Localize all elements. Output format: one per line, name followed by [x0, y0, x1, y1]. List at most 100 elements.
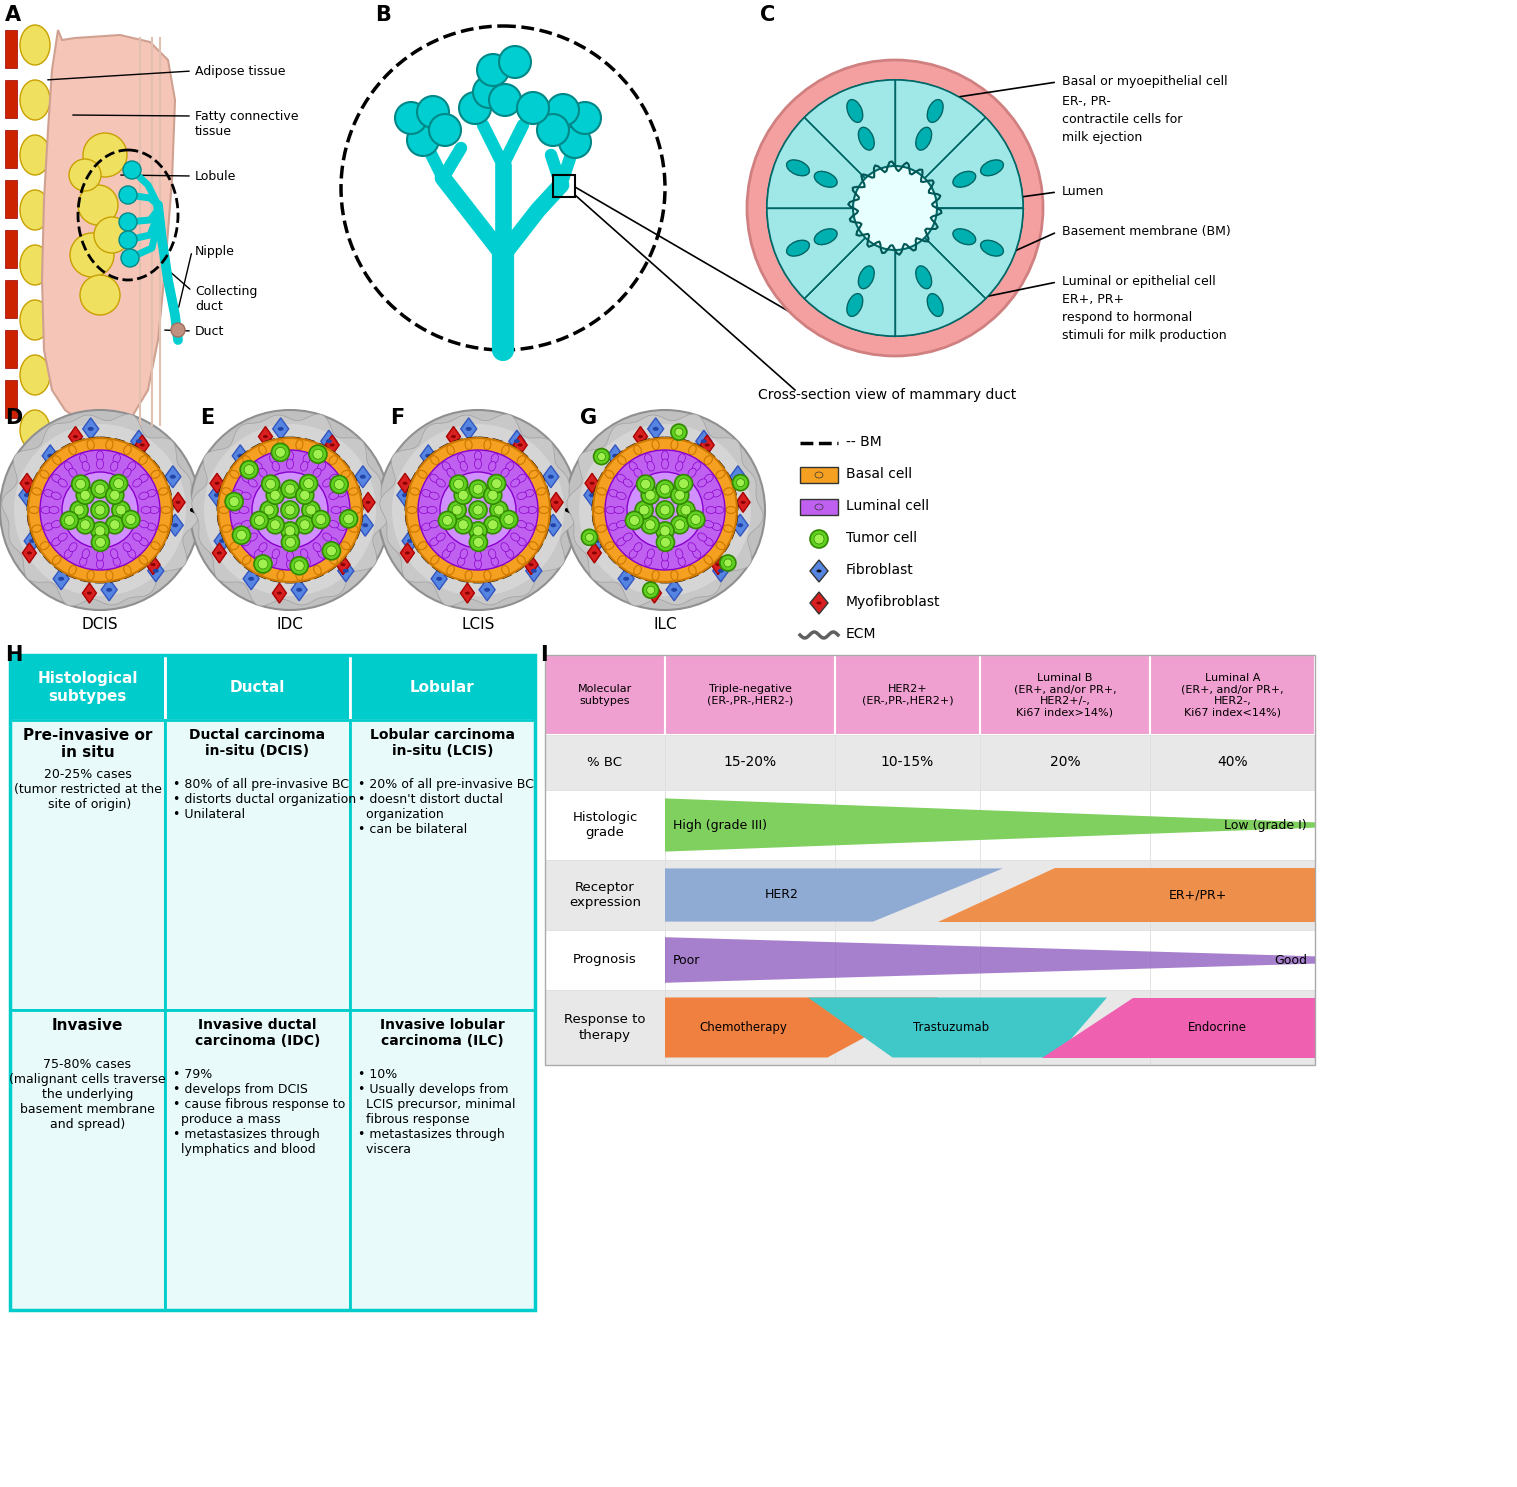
Ellipse shape — [645, 454, 652, 464]
Text: milk ejection: milk ejection — [1062, 131, 1142, 144]
Ellipse shape — [41, 507, 52, 513]
Ellipse shape — [816, 602, 822, 605]
Wedge shape — [804, 208, 895, 336]
Ellipse shape — [718, 570, 724, 572]
Polygon shape — [460, 583, 475, 604]
Circle shape — [83, 132, 127, 177]
Circle shape — [655, 480, 674, 498]
Circle shape — [70, 501, 88, 519]
Ellipse shape — [711, 489, 721, 497]
Ellipse shape — [149, 507, 159, 513]
Polygon shape — [171, 492, 185, 513]
Circle shape — [218, 439, 363, 581]
Ellipse shape — [278, 440, 284, 449]
Polygon shape — [83, 418, 99, 440]
Ellipse shape — [323, 479, 332, 488]
Ellipse shape — [737, 523, 743, 528]
Ellipse shape — [724, 488, 733, 495]
Circle shape — [637, 476, 655, 494]
Ellipse shape — [475, 451, 481, 461]
Circle shape — [126, 515, 137, 525]
Polygon shape — [130, 430, 147, 452]
Ellipse shape — [517, 492, 526, 500]
Ellipse shape — [596, 525, 607, 532]
Ellipse shape — [517, 556, 525, 564]
Ellipse shape — [29, 538, 35, 543]
Ellipse shape — [661, 552, 669, 561]
Ellipse shape — [329, 455, 337, 464]
Ellipse shape — [711, 523, 721, 531]
Polygon shape — [18, 485, 35, 506]
Ellipse shape — [617, 455, 627, 464]
Polygon shape — [167, 515, 184, 537]
Bar — [545, 929, 664, 990]
Circle shape — [70, 233, 114, 277]
Polygon shape — [810, 592, 828, 614]
Ellipse shape — [815, 229, 837, 245]
Circle shape — [285, 506, 294, 515]
Circle shape — [675, 491, 684, 500]
Polygon shape — [589, 529, 605, 552]
Circle shape — [643, 583, 658, 598]
Bar — [834, 654, 980, 735]
Bar — [980, 859, 1150, 929]
Ellipse shape — [488, 549, 496, 559]
Circle shape — [671, 486, 689, 504]
Circle shape — [473, 537, 484, 547]
Text: Duct: Duct — [196, 326, 225, 338]
Ellipse shape — [363, 523, 369, 528]
Ellipse shape — [106, 587, 112, 592]
Circle shape — [96, 537, 106, 547]
Circle shape — [109, 474, 127, 492]
Ellipse shape — [605, 507, 616, 513]
Circle shape — [296, 486, 314, 504]
Ellipse shape — [525, 523, 534, 531]
Circle shape — [94, 217, 130, 253]
Circle shape — [316, 515, 326, 525]
Circle shape — [281, 522, 299, 540]
Circle shape — [121, 248, 140, 268]
Circle shape — [495, 506, 504, 515]
Text: Lobule: Lobule — [196, 170, 237, 183]
Ellipse shape — [341, 541, 350, 550]
Circle shape — [733, 474, 748, 491]
Ellipse shape — [616, 520, 627, 528]
Text: E: E — [200, 407, 214, 428]
Ellipse shape — [53, 455, 61, 464]
Bar — [799, 500, 837, 515]
Ellipse shape — [724, 525, 733, 532]
Text: Basement membrane (BM): Basement membrane (BM) — [1062, 225, 1230, 238]
Ellipse shape — [460, 461, 467, 471]
Ellipse shape — [287, 559, 293, 570]
Ellipse shape — [106, 440, 112, 449]
Polygon shape — [648, 418, 664, 440]
Bar — [834, 990, 980, 1065]
Polygon shape — [165, 465, 181, 488]
Circle shape — [487, 474, 505, 492]
Polygon shape — [584, 485, 599, 506]
Ellipse shape — [52, 520, 61, 528]
Ellipse shape — [341, 470, 350, 479]
Ellipse shape — [437, 577, 441, 581]
Ellipse shape — [537, 488, 546, 495]
Ellipse shape — [337, 489, 346, 497]
Text: % BC: % BC — [587, 755, 622, 769]
Polygon shape — [446, 427, 461, 446]
Circle shape — [259, 501, 278, 519]
Circle shape — [593, 449, 610, 464]
Ellipse shape — [704, 556, 713, 564]
Text: H: H — [5, 645, 23, 665]
Circle shape — [265, 479, 276, 489]
Ellipse shape — [218, 507, 229, 513]
Ellipse shape — [678, 454, 686, 464]
Ellipse shape — [608, 489, 619, 497]
Ellipse shape — [86, 440, 94, 449]
Circle shape — [484, 486, 502, 504]
Bar — [350, 1010, 536, 1310]
Circle shape — [261, 476, 279, 494]
Ellipse shape — [249, 479, 258, 488]
Circle shape — [62, 471, 138, 549]
Text: C: C — [760, 4, 775, 25]
Circle shape — [548, 94, 579, 126]
Ellipse shape — [88, 427, 94, 431]
